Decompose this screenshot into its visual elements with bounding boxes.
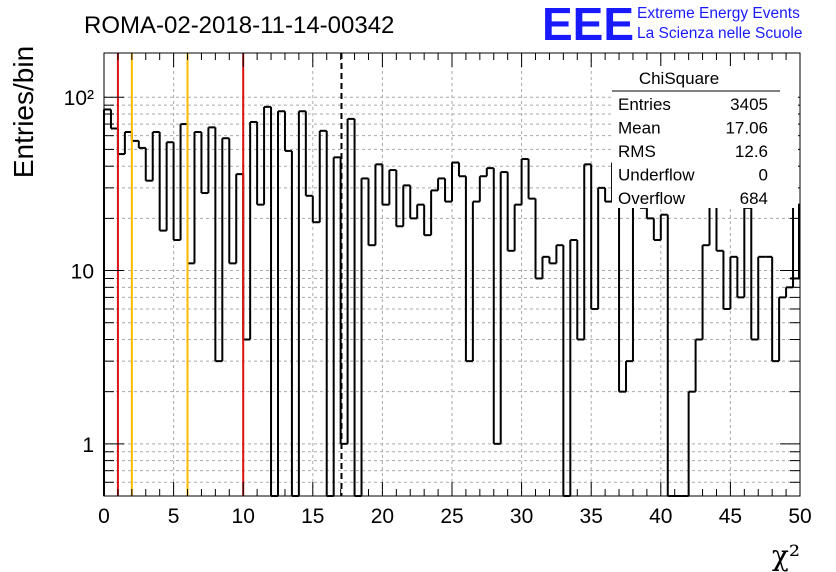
- stats-box: ChiSquare Entries 3405 Mean 17.06 RMS 12.6 Und…: [612, 66, 798, 208]
- x-tick-label: 5: [168, 505, 180, 528]
- logo-line-2: La Scienza nelle Scuole: [637, 25, 802, 42]
- x-tick-labels: 0 5 10 15 20 25 30 35 40 45 50: [98, 505, 812, 528]
- stats-row-label: Underflow: [618, 166, 695, 185]
- stats-row-label: Entries: [618, 95, 671, 114]
- logo-line-1: Extreme Energy Events: [637, 5, 800, 22]
- stats-row-label: Overflow: [618, 189, 686, 208]
- reference-lines: [116, 53, 343, 496]
- stats-row-value: 3405: [730, 95, 768, 114]
- eee-logo-mark: EEE: [542, 0, 634, 50]
- run-title: ROMA-02-2018-11-14-00342: [84, 12, 394, 39]
- x-tick-label: 15: [301, 505, 324, 528]
- eee-logo: EEE Extreme Energy Events La Scienza nel…: [542, 0, 802, 50]
- stats-row-label: RMS: [618, 142, 656, 161]
- stats-rows: Entries 3405 Mean 17.06 RMS 12.6 Underflow 0 Ove…: [618, 95, 768, 208]
- x-tick-label: 40: [649, 505, 672, 528]
- stats-row-value: 684: [740, 189, 768, 208]
- y-tick-labels: 1 10 10²: [64, 87, 94, 457]
- y-tick-label: 1: [82, 434, 94, 457]
- x-tick-label: 25: [440, 505, 463, 528]
- y-tick-label: 10²: [64, 87, 94, 110]
- stats-row-value: 12.6: [735, 142, 768, 161]
- stats-box-background: [612, 66, 798, 208]
- x-tick-label: 30: [510, 505, 533, 528]
- x-tick-label: 35: [580, 505, 603, 528]
- stats-row-label: Mean: [618, 119, 661, 138]
- y-tick-label: 10: [71, 261, 94, 284]
- x-tick-label: 10: [232, 505, 255, 528]
- stats-row-value: 17.06: [725, 119, 768, 138]
- x-axis-label: χ²: [772, 539, 800, 572]
- y-axis-label: Entries/bin: [8, 46, 39, 178]
- x-tick-label: 45: [719, 505, 742, 528]
- stats-title: ChiSquare: [639, 69, 719, 88]
- axis-ticks: [103, 53, 801, 496]
- stats-row-value: 0: [759, 166, 768, 185]
- x-tick-label: 0: [98, 505, 110, 528]
- x-tick-label: 20: [371, 505, 394, 528]
- x-tick-label: 50: [788, 505, 811, 528]
